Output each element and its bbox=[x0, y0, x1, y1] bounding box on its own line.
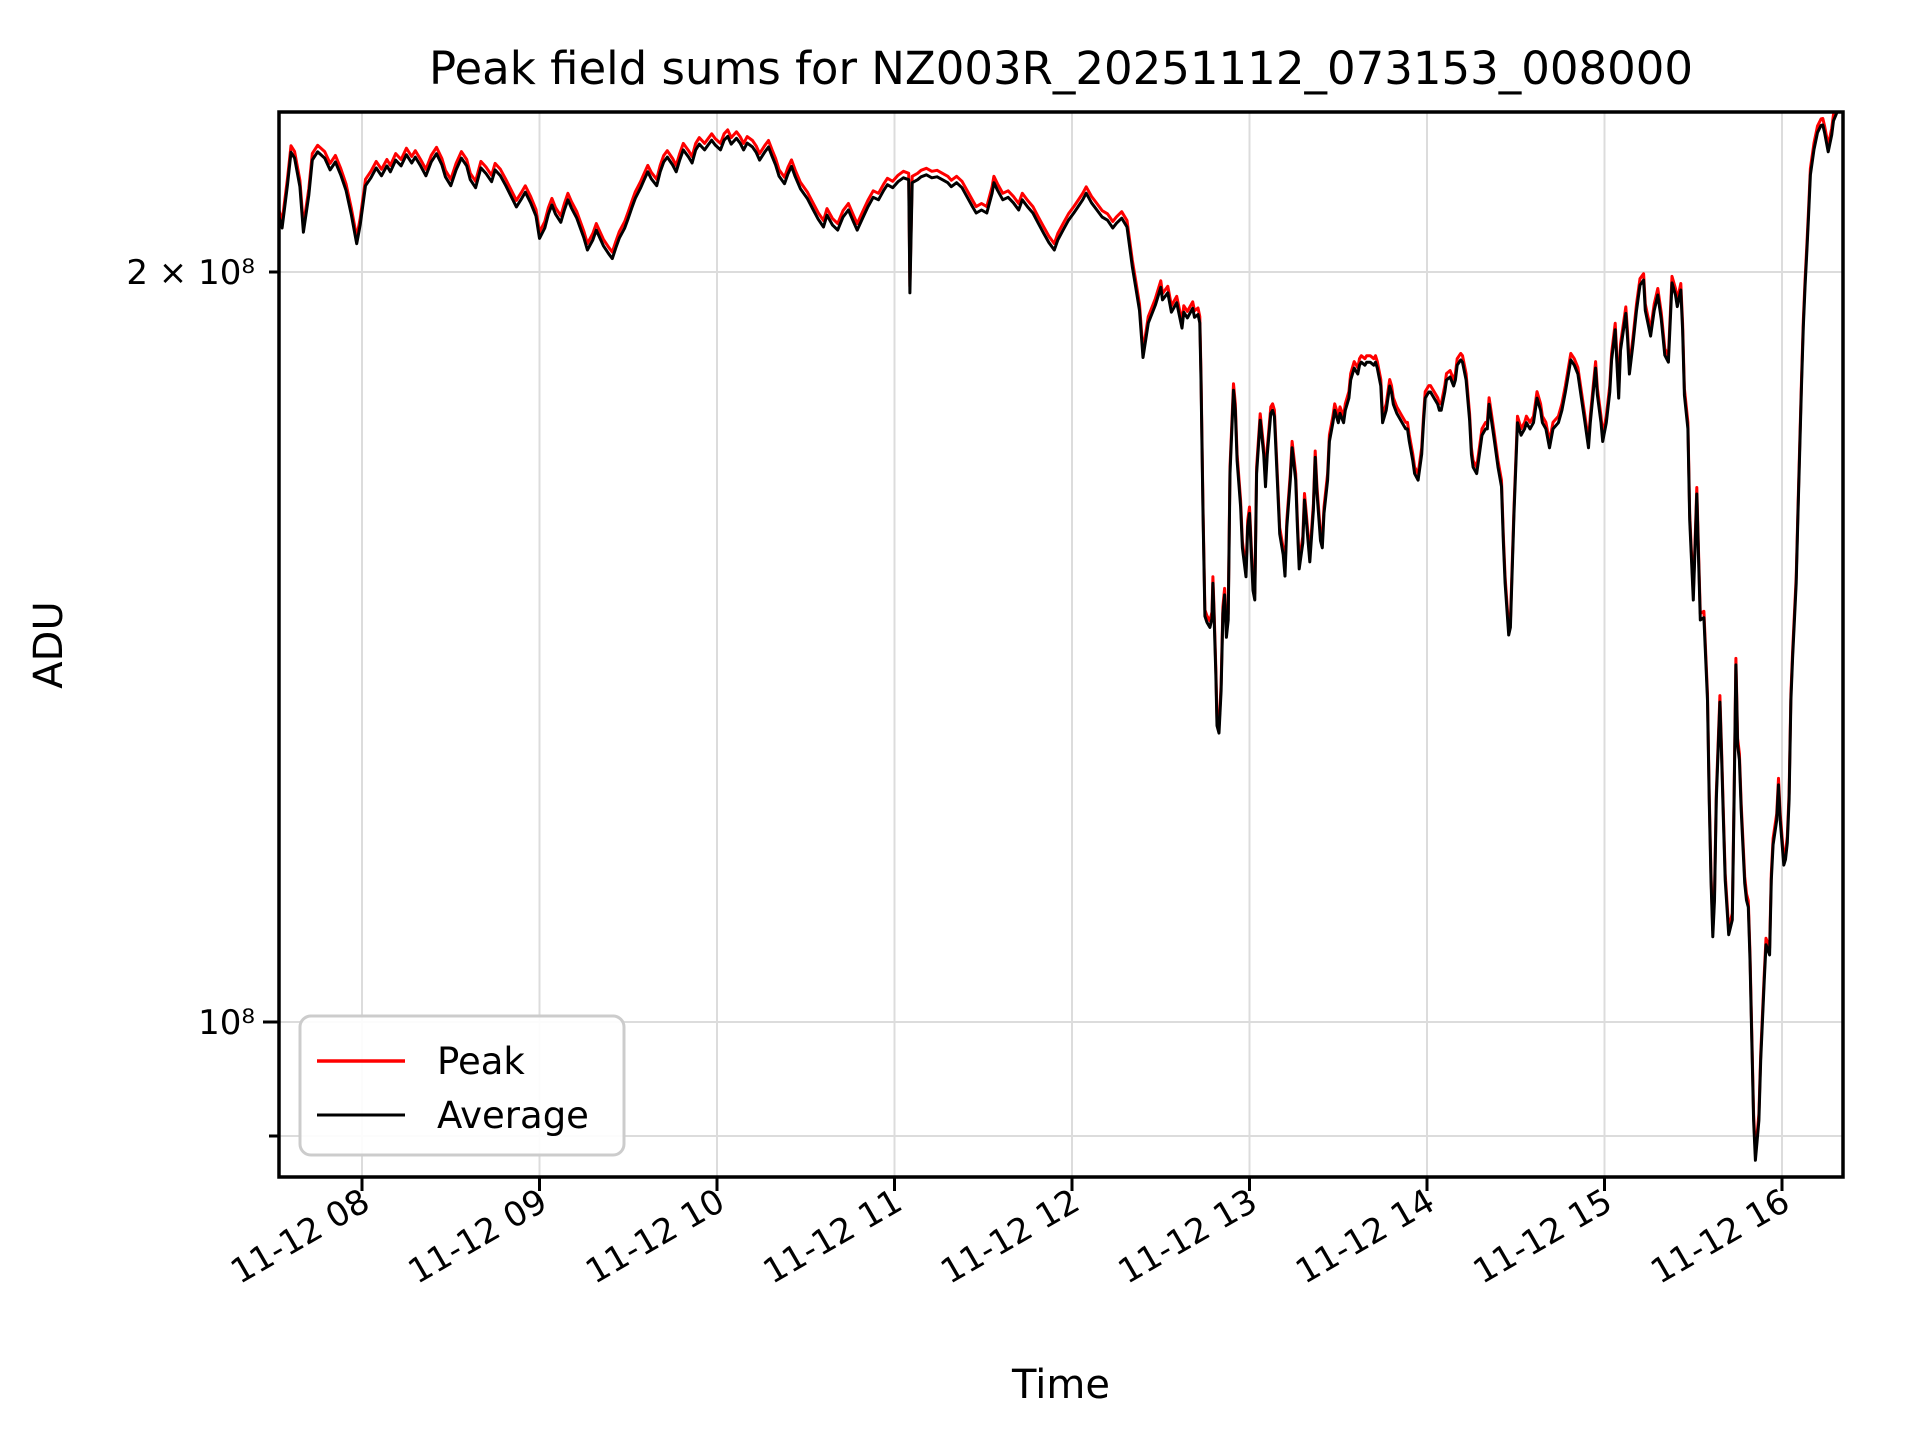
x-axis-tick-label: 11-12 10 bbox=[579, 1181, 731, 1292]
legend-box bbox=[298, 1014, 626, 1157]
y-axis-tick-label: 2 × 10⁸ bbox=[126, 253, 255, 293]
average-line bbox=[279, 112, 1841, 1162]
x-axis-tick-label: 11-12 13 bbox=[1112, 1181, 1264, 1292]
legend: Peak Average bbox=[298, 1014, 626, 1157]
y-axis-label: ADU bbox=[26, 601, 72, 688]
x-axis-tick-label: 11-12 15 bbox=[1467, 1181, 1619, 1292]
x-axis-label: Time bbox=[1011, 1362, 1110, 1408]
x-axis-tick-label: 11-12 16 bbox=[1644, 1181, 1796, 1292]
peak-line bbox=[279, 112, 1837, 1156]
chart-title: Peak field sums for NZ003R_20251112_0731… bbox=[429, 42, 1693, 95]
x-axis-tick-label: 11-12 09 bbox=[402, 1181, 554, 1292]
axes-frame bbox=[277, 110, 1845, 1179]
legend-label-peak: Peak bbox=[437, 1040, 525, 1083]
x-axis-tick-label: 11-12 14 bbox=[1289, 1181, 1441, 1292]
x-axis-tick-label: 11-12 08 bbox=[224, 1181, 376, 1292]
legend-label-average: Average bbox=[437, 1094, 589, 1137]
x-axis-tick-label: 11-12 12 bbox=[934, 1181, 1086, 1292]
series-layer bbox=[279, 112, 1841, 1162]
x-axis-tick-label: 11-12 11 bbox=[757, 1181, 909, 1292]
y-axis-tick-label: 10⁸ bbox=[198, 1003, 255, 1043]
